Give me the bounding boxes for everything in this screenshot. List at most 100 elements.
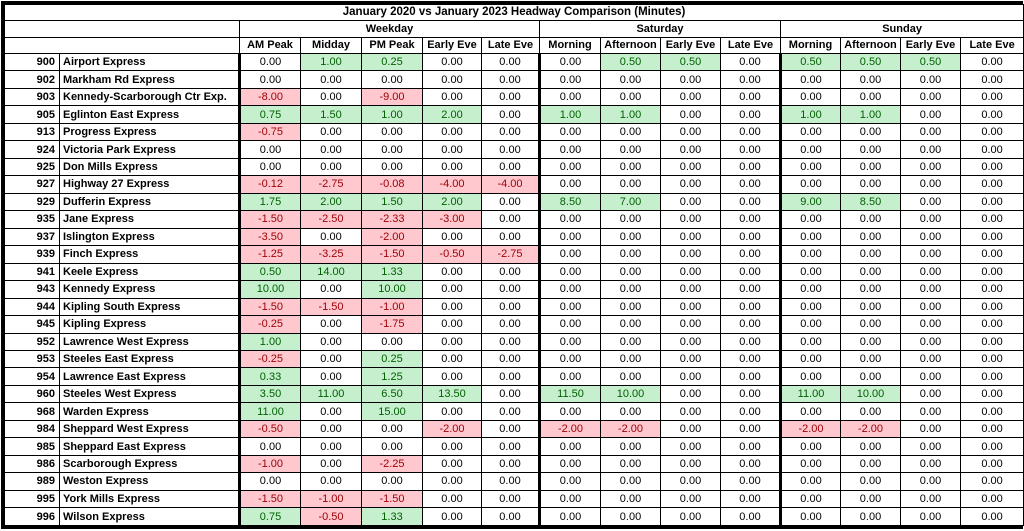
headway-cell: 0.00 <box>720 367 781 386</box>
headway-cell: 0.00 <box>300 70 362 89</box>
headway-cell: 0.00 <box>361 437 423 456</box>
headway-cell: 0.00 <box>538 349 601 369</box>
headway-cell: 0.00 <box>720 507 781 526</box>
headway-cell: 0.00 <box>900 122 961 142</box>
headway-cell: 0.00 <box>422 122 482 142</box>
headway-cell: 0.00 <box>600 454 661 474</box>
headway-cell: 0.00 <box>538 175 601 194</box>
headway-cell: 0.00 <box>600 210 661 229</box>
headway-cell: -8.00 <box>238 87 301 107</box>
route-number: 960 <box>4 384 60 404</box>
headway-cell: 0.00 <box>538 140 601 159</box>
table-row: 943 Kennedy Express 10.00 0.00 10.00 0.00 0.00… <box>4 280 1024 299</box>
headway-cell: 0.00 <box>600 507 661 526</box>
headway-cell: 0.00 <box>900 245 961 264</box>
headway-cell: 0.00 <box>361 122 423 142</box>
headway-cell: 0.00 <box>959 122 1024 142</box>
headway-cell: 0.00 <box>840 472 901 491</box>
headway-cell: 2.00 <box>422 105 482 124</box>
headway-cell: 0.00 <box>900 140 961 159</box>
headway-cell: 0.00 <box>600 70 661 89</box>
group-saturday: Saturday <box>539 20 781 38</box>
headway-cell: 0.00 <box>481 472 540 491</box>
headway-cell: -2.00 <box>361 227 423 247</box>
route-number: 986 <box>4 454 60 474</box>
headway-cell: -2.00 <box>600 419 661 439</box>
headway-cell: 0.00 <box>600 315 661 334</box>
headway-cell: 0.00 <box>959 332 1024 351</box>
headway-cell: 0.00 <box>840 122 901 142</box>
table-row: 945 Kipling Express -0.25 0.00 -1.75 0.00 0.00… <box>4 315 1024 334</box>
headway-cell: -3.50 <box>238 227 301 247</box>
headway-cell: 0.00 <box>361 157 423 177</box>
headway-cell: 0.00 <box>361 419 423 439</box>
headway-cell: 0.00 <box>660 210 721 229</box>
headway-cell: 0.00 <box>238 437 301 456</box>
headway-cell: -2.75 <box>481 245 540 264</box>
headway-cell: 0.00 <box>481 227 540 247</box>
route-name: Victoria Park Express <box>59 140 240 159</box>
headway-cell: 1.33 <box>361 262 423 282</box>
headway-cell: -2.50 <box>300 210 362 229</box>
headway-cell: 0.00 <box>481 87 540 107</box>
headway-cell: 0.50 <box>900 52 961 72</box>
headway-cell: 0.00 <box>720 122 781 142</box>
headway-cell: 0.00 <box>959 402 1024 421</box>
headway-cell: 1.00 <box>300 52 362 72</box>
headway-cell: 0.00 <box>720 192 781 212</box>
headway-cell: 0.00 <box>959 70 1024 89</box>
headway-cell: 0.00 <box>959 437 1024 456</box>
headway-cell: 0.00 <box>481 419 540 439</box>
headway-cell: 0.00 <box>538 262 601 282</box>
headway-cell: 0.00 <box>959 367 1024 386</box>
headway-cell: 13.50 <box>422 384 482 404</box>
table-row: 944 Kipling South Express -1.50 -1.50 -1.00 0… <box>4 297 1024 317</box>
headway-cell: 0.00 <box>900 192 961 212</box>
headway-cell: 0.00 <box>900 489 961 509</box>
headway-cell: 0.00 <box>959 245 1024 264</box>
headway-cell: 0.00 <box>538 87 601 107</box>
headway-cell: 0.00 <box>481 489 540 509</box>
headway-cell: 0.00 <box>481 367 540 386</box>
title-row: January 2020 vs January 2023 Headway Com… <box>3 4 1024 21</box>
headway-cell: 0.00 <box>481 402 540 421</box>
headway-cell: 0.00 <box>538 122 601 142</box>
headway-cell: 0.00 <box>840 245 901 264</box>
headway-cell: 0.00 <box>600 87 661 107</box>
table-row: 927 Highway 27 Express -0.12 -2.75 -0.08 -4.0… <box>4 175 1024 194</box>
headway-cell: 0.00 <box>481 210 540 229</box>
headway-cell: 0.00 <box>660 507 721 526</box>
headway-cell: 0.00 <box>840 437 901 456</box>
headway-cell: 0.00 <box>660 157 721 177</box>
headway-cell: 8.50 <box>538 192 601 212</box>
headway-cell: -1.50 <box>361 489 423 509</box>
headway-cell: 0.00 <box>840 210 901 229</box>
headway-cell: 0.00 <box>779 332 841 351</box>
headway-cell: 0.00 <box>779 157 841 177</box>
headway-cell: -2.25 <box>361 454 423 474</box>
headway-cell: 0.00 <box>238 157 301 177</box>
headway-cell: 0.00 <box>720 262 781 282</box>
headway-cell: 0.25 <box>361 52 423 72</box>
headway-cell: 0.00 <box>600 157 661 177</box>
headway-cell: 0.25 <box>361 349 423 369</box>
headway-cell: -1.50 <box>361 245 423 264</box>
headway-cell: 0.00 <box>720 87 781 107</box>
headway-cell: -2.00 <box>422 419 482 439</box>
route-name: Kennedy Express <box>59 280 240 299</box>
headway-cell: 11.00 <box>300 384 362 404</box>
headway-cell: 0.00 <box>300 227 362 247</box>
headway-cell: 0.00 <box>720 227 781 247</box>
headway-cell: 0.00 <box>959 87 1024 107</box>
route-number: 900 <box>4 52 60 72</box>
headway-cell: 0.00 <box>959 419 1024 439</box>
headway-cell: 0.00 <box>422 437 482 456</box>
table-row: 924 Victoria Park Express 0.00 0.00 0.00 0.00… <box>4 140 1024 159</box>
headway-cell: 0.00 <box>779 402 841 421</box>
headway-cell: 0.00 <box>720 140 781 159</box>
route-name: Lawrence West Express <box>59 332 240 351</box>
headway-cell: 0.00 <box>779 280 841 299</box>
headway-cell: 0.00 <box>538 70 601 89</box>
headway-cell: 1.00 <box>600 105 661 124</box>
headway-cell: 0.00 <box>779 175 841 194</box>
